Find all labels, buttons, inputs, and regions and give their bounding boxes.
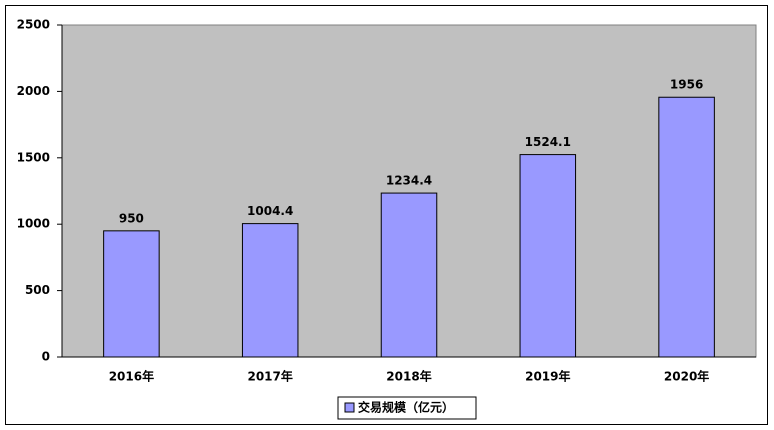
x-tick-label: 2019年 [525, 369, 570, 384]
bar [519, 154, 577, 358]
legend-label: 交易规模（亿元） [358, 400, 454, 415]
x-tick-label: 2016年 [109, 369, 154, 384]
x-tick-label: 2017年 [247, 369, 292, 384]
bar [380, 192, 438, 358]
bar [241, 223, 299, 358]
data-label: 1956 [670, 78, 703, 92]
y-tick-label: 500 [25, 283, 50, 297]
data-label: 1524.1 [525, 135, 571, 149]
data-label: 1004.4 [247, 204, 293, 218]
bar [103, 230, 160, 358]
y-tick-label: 0 [42, 350, 50, 364]
legend-box [337, 396, 477, 420]
y-tick-label: 1000 [17, 217, 50, 231]
x-tick-label: 2018年 [386, 369, 431, 384]
y-tick-label: 1500 [17, 150, 50, 164]
data-label: 1234.4 [386, 174, 432, 188]
data-label: 950 [119, 211, 144, 225]
legend-swatch [344, 402, 355, 413]
bar [658, 96, 715, 358]
x-tick-label: 2020年 [664, 369, 709, 384]
y-tick-label: 2000 [17, 84, 50, 98]
y-tick-label: 2500 [17, 18, 50, 32]
